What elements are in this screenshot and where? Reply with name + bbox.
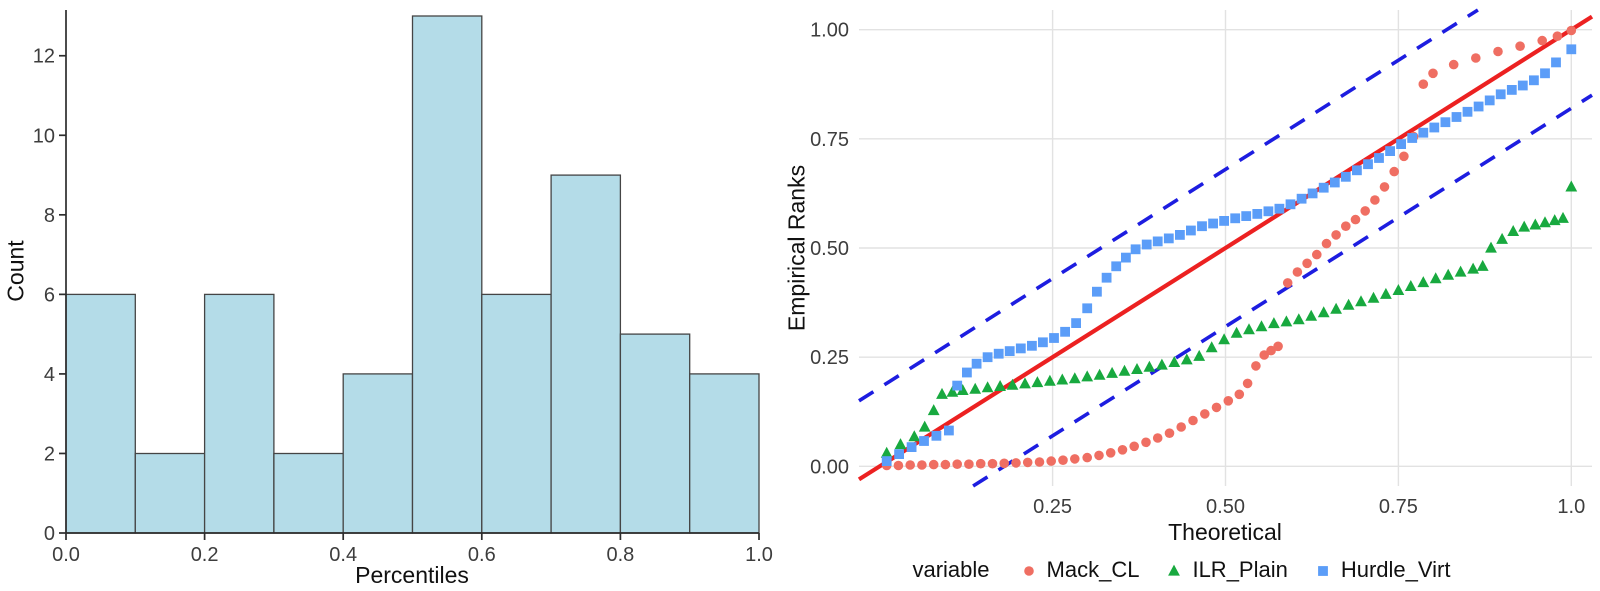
legend-label: Mack_CL [1046, 557, 1140, 582]
legend-item-hurdle-virt: Hurdle_Virt [1312, 557, 1451, 582]
svg-text:0.75: 0.75 [810, 129, 849, 151]
svg-text:0.25: 0.25 [810, 347, 849, 369]
histogram-chart: 0.0 0.2 0.4 0.6 0.8 1.0 0 2 4 6 8 10 12 [33, 10, 773, 566]
legend-label: ILR_Plain [1192, 557, 1288, 582]
svg-text:0.2: 0.2 [191, 544, 219, 566]
hist-bar [689, 373, 760, 534]
histogram-y-axis-label: Count [2, 240, 29, 302]
series-ilr-plain [880, 180, 1578, 458]
hist-bar [619, 333, 691, 534]
legend-item-mack-cl: Mack_CL [1018, 557, 1140, 582]
svg-text:1.0: 1.0 [1557, 496, 1585, 518]
axis-lines [65, 10, 759, 534]
svg-text:0.75: 0.75 [1379, 496, 1418, 518]
hist-bar [342, 373, 414, 534]
qqplot-y-axis-label: Empirical Ranks [783, 164, 810, 332]
hist-bar [550, 174, 622, 534]
series-hurdle-virt [881, 44, 1577, 466]
legend-label: Hurdle_Virt [1340, 557, 1451, 582]
svg-text:0.25: 0.25 [1033, 496, 1072, 518]
qqplot-chart: 0.25 0.50 0.75 1.0 0.00 0.25 0.50 0.75 1.00 [810, 8, 1594, 518]
triangle-marker-icon [1168, 564, 1181, 576]
gridlines [859, 10, 1592, 486]
confidence-band-lines [858, 8, 1593, 488]
svg-text:0.00: 0.00 [810, 456, 849, 478]
svg-text:0: 0 [44, 523, 55, 545]
qqplot-legend: variable Mack_CL ILR_Plain Hurdle_Virt [775, 549, 1600, 591]
svg-text:6: 6 [44, 284, 55, 306]
legend-title: variable [912, 557, 990, 582]
square-marker-icon [1317, 566, 1328, 576]
hist-bar [134, 452, 206, 534]
svg-text:10: 10 [33, 125, 55, 147]
svg-text:4: 4 [44, 364, 55, 386]
y-axis-tick-labels: 0.00 0.25 0.50 0.75 1.00 [810, 20, 849, 479]
svg-text:0.8: 0.8 [606, 544, 634, 566]
y-axis-ticks: 0 2 4 6 8 10 12 [33, 46, 66, 545]
x-axis-tick-labels: 0.25 0.50 0.75 1.0 [1033, 496, 1585, 518]
hist-bar [411, 15, 483, 534]
circle-marker-icon [1023, 566, 1034, 576]
svg-text:1.00: 1.00 [810, 20, 849, 42]
hist-bar [203, 293, 275, 534]
svg-text:2: 2 [44, 444, 55, 466]
svg-text:0.50: 0.50 [810, 238, 849, 260]
legend-items: Mack_CL ILR_Plain Hurdle_Virt [1006, 557, 1463, 582]
svg-text:0.6: 0.6 [468, 544, 496, 566]
svg-text:8: 8 [44, 205, 55, 227]
histogram-bars [65, 15, 760, 534]
hist-bar [65, 293, 136, 534]
histogram-panel: 0.0 0.2 0.4 0.6 0.8 1.0 0 2 4 6 8 10 12 Count Percen… [0, 0, 775, 591]
histogram-x-axis-label: Percentiles [355, 562, 469, 588]
hist-bar [273, 452, 344, 534]
svg-text:12: 12 [33, 46, 55, 68]
qqplot-panel: 0.25 0.50 0.75 1.0 0.00 0.25 0.50 0.75 1.00 Empi… [775, 0, 1600, 591]
identity-reference-line [857, 14, 1594, 482]
svg-text:0.0: 0.0 [52, 544, 80, 566]
svg-text:0.50: 0.50 [1206, 496, 1245, 518]
x-axis-ticks: 0.0 0.2 0.4 0.6 0.8 1.0 [52, 533, 773, 566]
svg-text:1.0: 1.0 [745, 544, 773, 566]
svg-text:0.4: 0.4 [329, 544, 357, 566]
qqplot-x-axis-label: Theoretical [1168, 519, 1282, 545]
hist-bar [481, 293, 552, 534]
legend-item-ilr-plain: ILR_Plain [1163, 557, 1288, 582]
